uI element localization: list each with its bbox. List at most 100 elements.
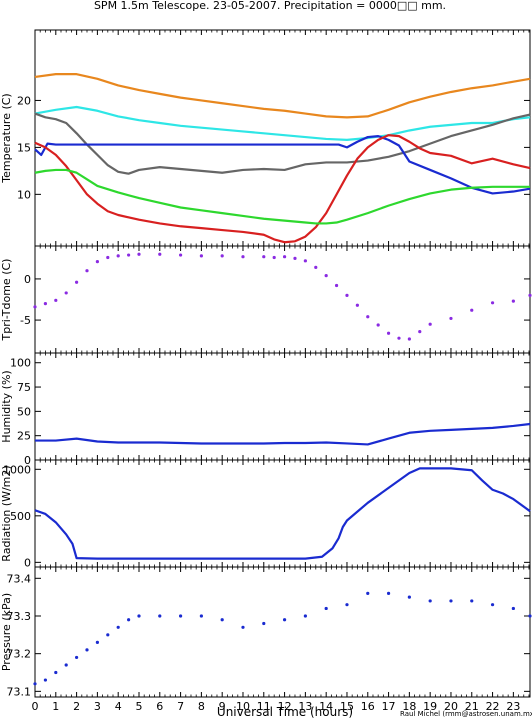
series-0-point [449,316,453,321]
series-0-point [490,301,495,305]
x-tick-label: 10 [236,700,250,713]
plot-frame [34,245,531,354]
series-0-point [428,322,432,326]
y-tick-label: 1000 [3,463,31,476]
series-0-point [116,625,120,629]
series-0-point [345,603,349,607]
series-0-point [418,330,422,334]
x-tick-label: 15 [340,700,354,713]
series-0-point [366,591,370,595]
x-tick-label: 11 [257,700,271,713]
x-tick-label: 7 [177,700,184,713]
series-0-point [33,682,37,686]
series-0-point [490,603,495,607]
series-0-point [272,255,276,260]
series-0-point [303,259,307,263]
series-0-point [366,315,370,319]
x-axis-label: Universal Time (hours) [217,705,353,719]
series-0-point [74,655,79,660]
series-0-point [334,283,339,288]
series-0-point [85,269,89,273]
series-0-point [282,255,287,259]
y-tick-label: 25 [17,430,31,443]
series-0-point [386,331,391,335]
y-axis-label: Humidity (%) [0,370,13,442]
series-0-point [314,265,318,269]
series-0-point [158,252,162,256]
series-0-point [324,274,328,278]
series-0-point [64,291,68,295]
series-0-point [528,293,532,297]
y-tick-label: 15 [17,141,31,154]
series-0-point [220,618,224,622]
series-0-point [241,255,245,259]
x-tick-label: 8 [198,700,205,713]
series-0-point [303,614,307,618]
series-0-point [428,599,432,603]
series-0-point [282,618,287,622]
series-0-point [293,256,297,260]
series-1-line [34,105,531,141]
series-0-line [35,422,531,446]
series-0-point [511,606,515,611]
panel-4: 73.1 73.2 73.3 73.4 Pressure (kPa) [0,566,532,698]
x-tick-label: 23 [506,700,520,713]
series-0-point [43,678,47,682]
y-tick-label: 75 [17,381,31,394]
series-0-point [470,308,474,312]
series-0-point [106,633,110,637]
series-0-point [386,591,391,595]
series-0-point [262,255,266,259]
series-0-point [262,621,266,626]
chart-title: SPM 1.5m Telescope. 23-05-2007. Precipit… [94,0,446,12]
x-tick-label: 5 [135,700,142,713]
credit-text: Raul Michel (rmm@astrosen.unam.mx) [400,710,532,718]
series-0-point [407,595,411,599]
y-tick-label: 0 [24,273,31,286]
series-0-point [158,614,162,618]
series-0-point [137,614,141,618]
plot-frame [34,29,531,247]
series-0-point [199,254,203,258]
series-0-point [126,253,131,257]
series-0-point [241,625,245,629]
series-0-line [34,467,531,560]
y-tick-label: 73.3 [7,610,32,623]
series-0-point [376,323,380,327]
y-tick-label: 20 [17,94,31,107]
series-0-point [64,663,68,667]
y-tick-label: 0 [24,454,31,467]
plot-frame [34,566,531,698]
plot-frame [34,459,531,568]
y-tick-label: 10 [17,188,31,201]
panel-0: 10 15 20 Temperature (C) [0,29,531,247]
y-tick-label: 0 [24,556,31,569]
series-0-point [178,614,183,618]
x-tick-label: 18 [402,700,416,713]
y-tick-label: 73.1 [7,685,32,698]
x-tick-label: 22 [486,700,500,713]
series-0-point [449,599,453,603]
series-2-line [34,112,531,175]
y-tick-label: -5 [20,314,31,327]
y-tick-label: 73.4 [7,572,32,585]
x-tick-label: 21 [465,700,479,713]
series-0-point [54,670,58,675]
y-axis-label: Tpri-Tdome (C) [0,259,13,342]
x-tick-label: 3 [94,700,101,713]
x-tick-label: 19 [423,700,437,713]
x-tick-labels: 0 1 2 3 4 5 6 7 8 9 10 11 12 13 14 15 16 17 18 19 20 21 22 23 [32,700,521,713]
x-tick-label: 2 [73,700,80,713]
x-tick-label: 16 [361,700,375,713]
series-0-point [355,303,359,307]
x-tick-label: 1 [52,700,59,713]
x-tick-label: 12 [278,700,292,713]
y-axis-label: Radiation (W/m2) [0,465,13,561]
panel-1: -5 0 Tpri-Tdome (C) [0,245,532,354]
y-tick-label: 50 [17,405,31,418]
series-0-point [220,254,224,258]
y-axis-label: Temperature (C) [0,93,13,183]
